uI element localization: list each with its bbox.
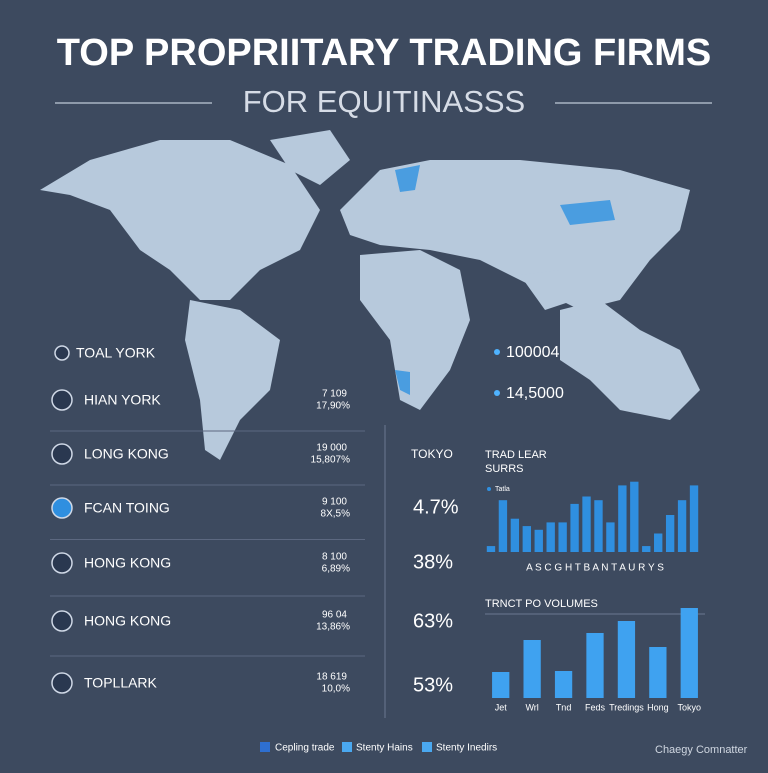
firm-icon — [51, 443, 73, 465]
map-dot — [494, 390, 500, 396]
firm-icon — [51, 610, 73, 632]
firm-name: HONG KONG — [84, 555, 171, 571]
firm-name: TOAL YORK — [76, 345, 156, 361]
bar — [522, 526, 531, 552]
bar — [630, 481, 639, 552]
tokyo-value: 4.7% — [413, 496, 459, 518]
bar — [554, 671, 573, 698]
firm-share: 17,90% — [316, 401, 350, 412]
bar — [618, 485, 627, 552]
x-tick-label: Tokyo — [678, 702, 702, 712]
bar — [582, 496, 591, 552]
firm-name: TOPLLARK — [84, 675, 158, 691]
firm-share: 15,807% — [311, 455, 351, 466]
bar — [654, 533, 663, 552]
legend-label: Tatla — [495, 486, 510, 493]
x-tick-label: Tredings — [609, 702, 644, 712]
bar — [665, 515, 675, 552]
bar — [617, 621, 636, 698]
firm-share: 13,86% — [316, 622, 350, 633]
title: TOP PROPRIITARY TRADING FIRMS — [57, 32, 712, 74]
firm-share: 8X,5% — [321, 509, 351, 520]
x-tick-label: Jet — [495, 702, 508, 712]
subtitle: FOR EQUITINASSS — [243, 84, 525, 119]
chart-title: TRAD LEAR — [485, 449, 547, 461]
firm-figure: 7 109 — [322, 389, 347, 400]
bar — [689, 485, 699, 552]
bar — [680, 608, 698, 698]
map-label: 100004 — [506, 344, 559, 361]
legend-label: Cepling trade — [275, 743, 335, 754]
tokyo-value: 38% — [413, 551, 453, 573]
bar — [523, 640, 541, 698]
firm-icon — [51, 497, 73, 519]
tokyo-value: 53% — [413, 674, 453, 696]
firm-icon — [54, 345, 70, 361]
x-axis-label: A S C G H T B A N T A U R Y S — [526, 563, 664, 574]
legend-label: Stenty Hains — [356, 743, 413, 754]
x-tick-label: Hong — [647, 702, 669, 712]
bar — [649, 647, 667, 698]
firm-figure: 9 100 — [322, 497, 347, 508]
world-map — [40, 130, 700, 460]
firm-figure: 8 100 — [322, 552, 347, 563]
footer: Chaegy Comnatter — [655, 744, 748, 756]
map-dot — [494, 349, 500, 355]
firm-name: FCAN TOING — [84, 500, 170, 516]
chart-title: TRNCT PO VOLUMES — [485, 598, 598, 610]
bar — [606, 522, 615, 552]
firm-figure: 18 619 — [316, 672, 347, 683]
legend-label: Stenty Inedirs — [436, 743, 497, 754]
bar — [586, 633, 604, 698]
bar — [510, 518, 520, 552]
firm-icon — [51, 672, 73, 694]
bar — [486, 546, 496, 552]
firm-name: LONG KONG — [84, 446, 169, 462]
bar — [570, 503, 579, 552]
firm-figure: 96 04 — [322, 610, 347, 621]
legend-dot — [487, 487, 491, 491]
bar — [498, 500, 508, 552]
firm-name: HIAN YORK — [84, 392, 161, 408]
bar — [594, 500, 603, 552]
bar — [492, 672, 510, 698]
bar — [677, 500, 687, 552]
tokyo-heading: TOKYO — [411, 447, 453, 461]
firm-icon — [51, 552, 73, 574]
bar — [534, 529, 543, 552]
map-label: 14,5000 — [506, 385, 564, 402]
bar — [642, 546, 651, 552]
firm-figure: 19 000 — [316, 443, 347, 454]
bar — [546, 522, 555, 552]
firm-share: 6,89% — [322, 564, 350, 575]
bar — [558, 522, 567, 552]
tokyo-value: 63% — [413, 610, 453, 632]
chart-subtitle: SURRS — [485, 463, 524, 475]
firm-name: HONG KONG — [84, 613, 171, 629]
x-tick-label: Wrl — [525, 702, 538, 712]
firm-icon — [51, 389, 73, 411]
x-tick-label: Feds — [585, 702, 606, 712]
map-highlights — [395, 165, 615, 395]
legend-swatches — [260, 742, 432, 752]
x-tick-label: Tnd — [556, 702, 572, 712]
firm-share: 10,0% — [322, 684, 350, 695]
